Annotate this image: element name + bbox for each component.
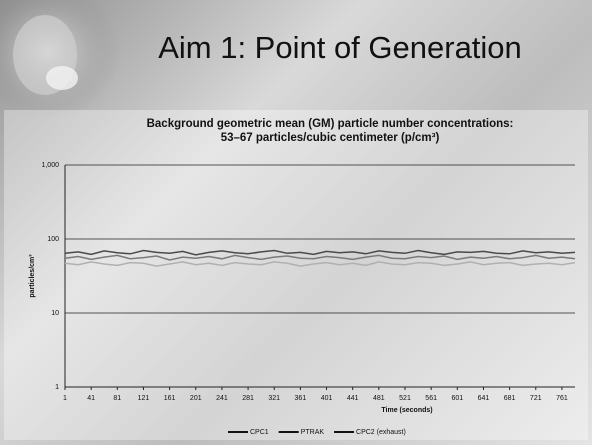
- chart-title: Background geometric mean (GM) particle …: [147, 118, 514, 130]
- x-tick-label: 321: [268, 395, 280, 402]
- x-tick-label: 441: [347, 395, 359, 402]
- x-tick-label: 121: [138, 395, 150, 402]
- chart-subtitle: 53–67 particles/cubic centimeter (p/cm³): [221, 132, 440, 144]
- x-tick-label: 201: [190, 395, 202, 402]
- x-tick-label: 681: [504, 395, 516, 402]
- x-tick-label: 281: [242, 395, 254, 402]
- x-tick-label: 521: [399, 395, 411, 402]
- x-tick-label: 401: [321, 395, 333, 402]
- x-tick-label: 641: [478, 395, 490, 402]
- chart: Aim 1: Point of Generation Background ge…: [0, 0, 592, 445]
- photo-mask: [46, 66, 78, 90]
- x-tick-label: 241: [216, 395, 228, 402]
- y-tick-label: 10: [51, 310, 59, 317]
- x-tick-label: 481: [373, 395, 385, 402]
- y-tick-label: 1: [55, 384, 59, 391]
- legend-label: CPC1: [250, 429, 269, 436]
- x-axis-label: Time (seconds): [381, 407, 432, 414]
- x-tick-label: 561: [425, 395, 437, 402]
- legend-label: CPC2 (exhaust): [356, 429, 406, 436]
- x-tick-label: 41: [87, 395, 95, 402]
- x-tick-label: 81: [113, 395, 121, 402]
- y-axis-label: particles/cm³: [29, 254, 36, 298]
- legend-label: PTRAK: [301, 429, 325, 436]
- chart-panel: [4, 110, 588, 440]
- y-tick-label: 100: [47, 236, 59, 243]
- x-tick-label: 601: [451, 395, 463, 402]
- y-tick-label: 1,000: [41, 162, 59, 169]
- x-tick-label: 761: [556, 395, 568, 402]
- x-tick-label: 161: [164, 395, 176, 402]
- x-tick-label: 721: [530, 395, 542, 402]
- x-tick-label: 361: [295, 395, 307, 402]
- slide-title: Aim 1: Point of Generation: [158, 30, 522, 65]
- slide: Aim 1: Point of Generation Background ge…: [0, 0, 592, 445]
- x-tick-label: 1: [63, 395, 67, 402]
